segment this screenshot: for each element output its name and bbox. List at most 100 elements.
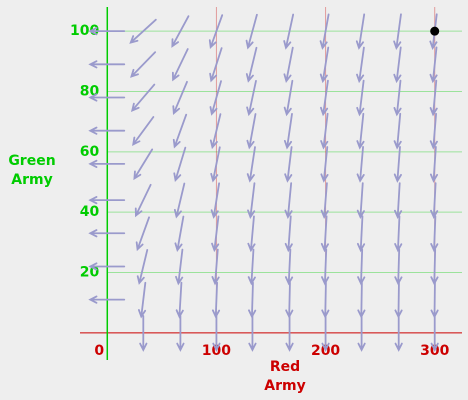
arrow bbox=[132, 116, 155, 146]
arrow bbox=[171, 15, 190, 48]
arrow-shape bbox=[246, 146, 256, 183]
arrow-shape bbox=[430, 314, 439, 352]
arrow-shape bbox=[285, 314, 294, 352]
arrow-shape bbox=[429, 79, 438, 117]
arrow-shape bbox=[394, 215, 403, 253]
arrow bbox=[321, 314, 330, 352]
arrow-shape bbox=[356, 79, 365, 117]
arrow-shape bbox=[133, 148, 154, 181]
arrow bbox=[319, 13, 330, 50]
arrow bbox=[355, 13, 366, 50]
arrow-shape bbox=[88, 60, 126, 69]
arrow-shape bbox=[430, 182, 439, 220]
x-tick-label: 0 bbox=[94, 343, 104, 359]
arrow bbox=[429, 112, 438, 150]
arrow-shape bbox=[321, 281, 330, 319]
arrow-shape bbox=[283, 79, 294, 117]
arrow bbox=[394, 281, 403, 319]
arrow bbox=[88, 60, 126, 69]
arrow-shape bbox=[356, 215, 366, 253]
arrow bbox=[88, 93, 126, 102]
y-axis-title: Green bbox=[8, 153, 55, 169]
arrow-shape bbox=[357, 314, 366, 352]
arrow-shape bbox=[393, 79, 402, 117]
arrow bbox=[209, 113, 222, 150]
arrow-shape bbox=[88, 27, 126, 36]
arrow bbox=[211, 281, 221, 319]
arrow-shape bbox=[246, 113, 257, 150]
arrow bbox=[283, 112, 293, 150]
arrow-shape bbox=[356, 182, 365, 220]
arrow bbox=[357, 314, 366, 352]
arrow-shape bbox=[88, 196, 126, 205]
arrow-shape bbox=[171, 48, 189, 82]
arrow-shape bbox=[283, 13, 295, 50]
arrow-shape bbox=[320, 112, 329, 150]
arrow bbox=[319, 46, 330, 84]
arrow bbox=[175, 281, 184, 319]
arrow bbox=[394, 248, 403, 286]
arrow bbox=[283, 13, 295, 50]
arrow bbox=[172, 80, 188, 116]
arrow-shape bbox=[247, 248, 256, 286]
arrow bbox=[88, 159, 126, 168]
arrow bbox=[393, 46, 402, 84]
arrow-shape bbox=[320, 146, 329, 183]
arrow bbox=[284, 215, 293, 253]
arrow-shape bbox=[429, 146, 439, 183]
arrow-shape bbox=[245, 13, 258, 50]
arrow-shape bbox=[283, 46, 294, 83]
arrow bbox=[356, 182, 365, 220]
arrow-shape bbox=[393, 112, 402, 150]
arrow bbox=[208, 14, 224, 49]
arrow-shape bbox=[394, 281, 403, 319]
arrow bbox=[283, 46, 294, 83]
arrow bbox=[248, 281, 257, 319]
arrow-shape bbox=[245, 46, 258, 83]
arrow-shape bbox=[248, 281, 257, 319]
arrow-shape bbox=[211, 248, 220, 286]
arrow-shape bbox=[208, 14, 224, 49]
x-axis-title: Red bbox=[270, 359, 300, 375]
arrow bbox=[211, 215, 220, 253]
arrow bbox=[284, 146, 293, 183]
arrow bbox=[393, 79, 402, 117]
arrow-shape bbox=[134, 183, 152, 218]
arrow bbox=[356, 46, 365, 84]
arrow bbox=[285, 281, 294, 319]
arrow-shape bbox=[430, 281, 439, 319]
arrow bbox=[247, 248, 256, 286]
arrow-shape bbox=[88, 295, 126, 304]
arrow-shape bbox=[429, 46, 438, 84]
arrow-shape bbox=[319, 13, 330, 50]
arrow bbox=[430, 182, 439, 220]
arrow-shape bbox=[284, 146, 293, 183]
arrow bbox=[88, 126, 126, 135]
point bbox=[430, 26, 440, 36]
arrow-shape bbox=[211, 215, 220, 253]
arrow-shape bbox=[137, 281, 147, 319]
arrow bbox=[393, 146, 402, 183]
arrow-shape bbox=[210, 146, 221, 183]
arrow bbox=[394, 314, 403, 352]
arrow bbox=[139, 314, 148, 352]
arrow bbox=[88, 196, 126, 205]
arrow-shape bbox=[174, 215, 185, 252]
arrow-shape bbox=[357, 248, 366, 286]
arrow-shape bbox=[175, 281, 184, 319]
arrow-shape bbox=[171, 15, 190, 48]
arrow bbox=[211, 248, 220, 286]
arrow bbox=[246, 146, 256, 183]
arrow-shape bbox=[321, 314, 330, 352]
arrow-shape bbox=[210, 182, 221, 219]
arrow bbox=[320, 79, 329, 117]
arrow-shape bbox=[393, 182, 403, 220]
arrow-shape bbox=[356, 146, 365, 183]
arrow bbox=[394, 215, 403, 253]
arrow bbox=[88, 295, 126, 304]
arrow bbox=[173, 182, 186, 219]
x-axis-title: Army bbox=[264, 378, 305, 394]
arrow bbox=[393, 112, 402, 150]
arrow-shape bbox=[393, 46, 402, 84]
